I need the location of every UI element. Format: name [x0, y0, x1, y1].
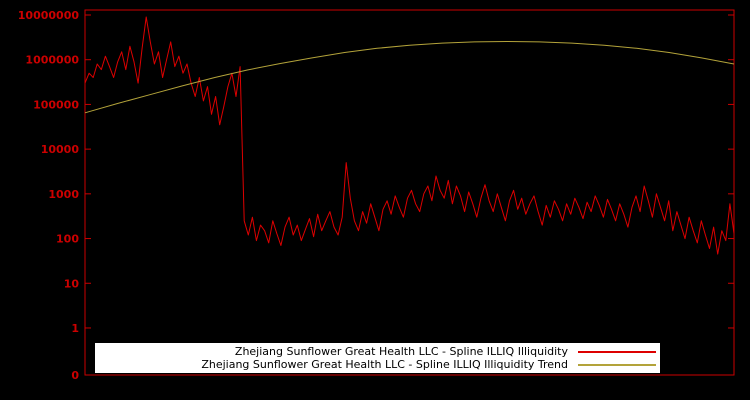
y-tick-label: 1000000 — [25, 54, 79, 67]
legend-line-sample-trend — [578, 363, 656, 366]
legend-label-illiquidity: Zhejiang Sunflower Great Health LLC - Sp… — [234, 345, 568, 358]
y-tick-label: 100000 — [33, 98, 79, 111]
plot-border — [84, 9, 735, 376]
legend-item-illiquidity: Zhejiang Sunflower Great Health LLC - Sp… — [99, 345, 656, 358]
legend-item-trend: Zhejiang Sunflower Great Health LLC - Sp… — [99, 358, 656, 371]
y-tick-label: 0 — [71, 369, 79, 382]
y-tick-label: 1000 — [48, 188, 79, 201]
y-tick-label: 10 — [64, 277, 80, 290]
illiquidity-series-line — [84, 16, 735, 255]
y-tick-label: 100 — [56, 233, 79, 246]
y-tick-label: 1 — [71, 322, 79, 335]
legend-label-trend: Zhejiang Sunflower Great Health LLC - Sp… — [201, 358, 568, 371]
y-tick-label: 10000000 — [18, 9, 80, 22]
legend-line-sample-illiquidity — [578, 350, 656, 353]
trend-series-line — [84, 41, 735, 114]
chart-legend: Zhejiang Sunflower Great Health LLC - Sp… — [95, 343, 660, 373]
y-tick-label: 10000 — [41, 143, 80, 156]
